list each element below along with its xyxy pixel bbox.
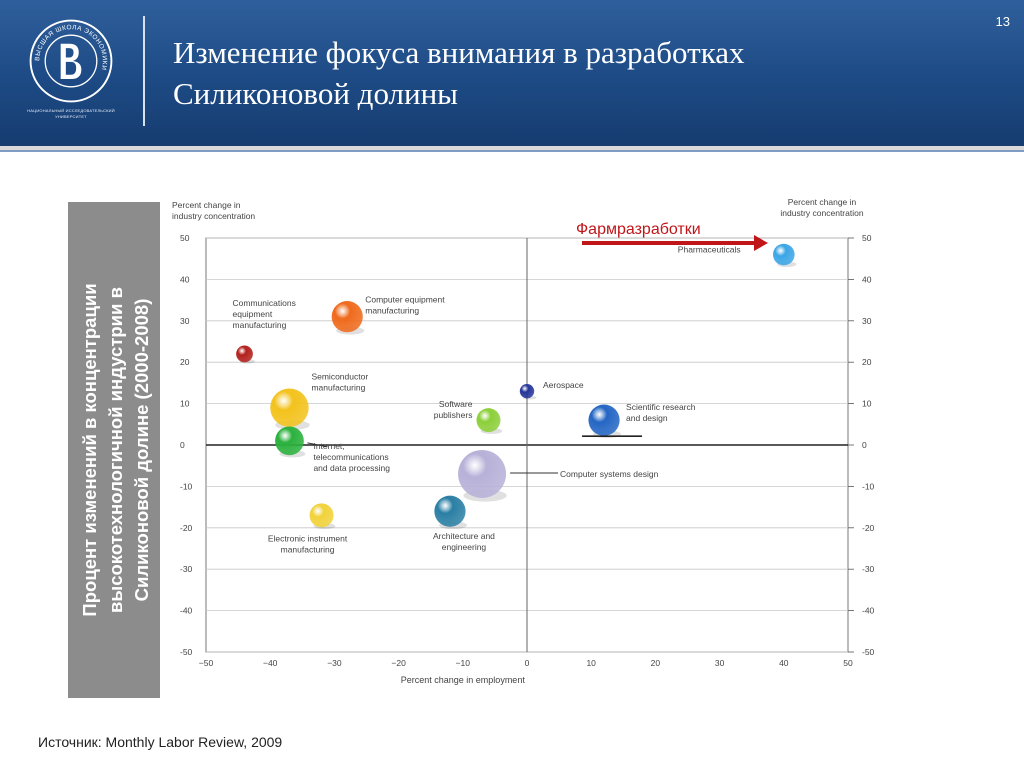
y-tick-label: 20	[180, 357, 190, 367]
y-tick-label: 40	[180, 274, 190, 284]
bubble-point	[331, 301, 363, 333]
y-axis-label-left: industry concentration	[172, 211, 255, 221]
x-tick-label: −20	[391, 658, 406, 668]
y-tick-label-right: -20	[862, 523, 875, 533]
x-axis-label: Percent change in employment	[401, 675, 526, 685]
y-tick-label: -50	[180, 647, 193, 657]
x-tick-label: −40	[263, 658, 278, 668]
bubble-point	[458, 449, 507, 498]
y-tick-label: 50	[180, 233, 190, 243]
logo-caption: НАЦИОНАЛЬНЫЙ ИССЛЕДОВАТЕЛЬСКИЙ УНИВЕРСИТ…	[18, 108, 124, 120]
slide-title-line1: Изменение фокуса внимания в разработках	[173, 35, 745, 70]
y-tick-label-right: 50	[862, 233, 872, 243]
point-label: telecommunications	[313, 452, 388, 462]
header-rule-accent	[0, 150, 1024, 152]
side-label: Процент изменений в концентрации высокоте…	[79, 283, 152, 616]
highlight-arrow-shaft	[582, 241, 754, 245]
point-label: Electronic instrument	[268, 533, 348, 543]
x-tick-label: 20	[651, 658, 661, 668]
y-axis-label-left: Percent change in	[172, 200, 241, 210]
bubble-point	[434, 495, 466, 527]
bubble-point	[476, 408, 501, 433]
y-tick-label: -20	[180, 523, 193, 533]
point-label: equipment	[233, 309, 273, 319]
point-label: manufacturing	[365, 306, 419, 316]
chart-axis-labels: 50 50 40 40 30 30 20 20 10 10 0 0 -10 -10 -20 -20 -30 -30…	[172, 197, 875, 685]
y-tick-label-right: 0	[862, 440, 867, 450]
point-label: Software	[439, 399, 473, 409]
y-tick-label-right: 40	[862, 274, 872, 284]
chart-bubbles	[236, 243, 797, 530]
point-label: Internet,	[313, 441, 344, 451]
chart-grid	[206, 237, 854, 653]
y-axis-label-right: industry concentration	[780, 208, 863, 218]
y-tick-label-right: -10	[862, 481, 875, 491]
y-tick-label: 30	[180, 316, 190, 326]
side-label-line: высокотехнологичной индустрии в	[105, 287, 126, 613]
y-tick-label-right: -30	[862, 564, 875, 574]
side-label-line: Процент изменений в концентрации	[79, 283, 100, 616]
bubble-point	[236, 345, 253, 363]
point-label: Pharmaceuticals	[678, 245, 741, 255]
x-tick-label: −10	[456, 658, 471, 668]
point-label: and data processing	[313, 463, 390, 473]
bubble-point	[588, 404, 620, 436]
point-label: publishers	[434, 410, 473, 420]
slide-title: Изменение фокуса внимания в разработках …	[173, 32, 933, 114]
logo-caption-line2: УНИВЕРСИТЕТ	[55, 114, 87, 119]
bubble-point	[519, 383, 535, 399]
source-note: Источник: Monthly Labor Review, 2009	[38, 734, 283, 750]
side-label-band	[68, 202, 160, 698]
slide-title-line2: Силиконовой долины	[173, 76, 459, 111]
highlight-arrow-head	[754, 235, 768, 251]
y-tick-label-right: -50	[862, 647, 875, 657]
slide-header: ВЫСШАЯ ШКОЛА ЭКОНОМИКИ НАЦИОНАЛЬНЫЙ ИССЛ…	[0, 0, 1024, 146]
bubble-point	[275, 426, 304, 456]
x-tick-label: −50	[199, 658, 214, 668]
header-divider	[143, 16, 145, 126]
point-label: manufacturing	[281, 544, 335, 554]
x-tick-label: 30	[715, 658, 725, 668]
point-label: and design	[626, 413, 668, 423]
point-label: engineering	[442, 542, 487, 552]
y-tick-label: -30	[180, 564, 193, 574]
point-label: Aerospace	[543, 380, 584, 390]
y-tick-label: -40	[180, 606, 193, 616]
pointer-line	[307, 442, 328, 448]
point-label: Semiconductor	[311, 372, 368, 382]
point-label: Computer equipment	[365, 295, 445, 305]
point-label: Communications	[233, 298, 296, 308]
header-rule	[0, 146, 1024, 150]
y-tick-label-right: 30	[862, 316, 872, 326]
y-tick-label: 10	[180, 399, 190, 409]
y-tick-label-right: 10	[862, 399, 872, 409]
y-tick-label-right: -40	[862, 606, 875, 616]
bubble-point	[309, 503, 334, 528]
point-label: manufacturing	[233, 320, 287, 330]
side-label-line: Силиконовой долине (2000-2008)	[131, 299, 152, 602]
highlight-label: Фармразработки	[576, 221, 701, 238]
bubble-chart: Процент изменений в концентрации высокоте…	[68, 197, 875, 698]
logo-caption-line1: НАЦИОНАЛЬНЫЙ ИССЛЕДОВАТЕЛЬСКИЙ	[27, 108, 115, 113]
bubble-point	[773, 243, 795, 266]
x-tick-label: 0	[525, 658, 530, 668]
x-tick-label: 10	[586, 658, 596, 668]
x-tick-label: 50	[843, 658, 853, 668]
y-tick-label: -10	[180, 481, 193, 491]
slide-number: 13	[995, 14, 1010, 29]
point-label: manufacturing	[311, 383, 365, 393]
y-tick-label: 0	[180, 440, 185, 450]
x-tick-label: 40	[779, 658, 789, 668]
university-logo: ВЫСШАЯ ШКОЛА ЭКОНОМИКИ	[29, 19, 113, 103]
pharma-highlight: Фармразработки	[576, 221, 768, 251]
x-tick-label: −30	[327, 658, 342, 668]
y-tick-label-right: 20	[862, 357, 872, 367]
point-label: Scientific research	[626, 402, 696, 412]
point-label: Architecture and	[433, 531, 495, 541]
bubble-point	[270, 388, 309, 427]
y-axis-label-right: Percent change in	[788, 197, 857, 207]
point-label: Computer systems design	[560, 469, 659, 479]
